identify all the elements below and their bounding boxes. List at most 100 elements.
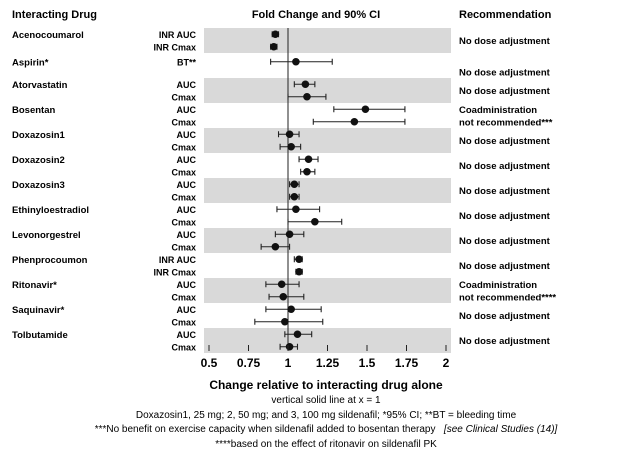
row-band [204, 28, 451, 53]
recommendation-label: not recommended**** [459, 292, 556, 303]
point-estimate [303, 167, 311, 176]
x-tick-label: 2 [443, 356, 450, 370]
x-tick-label: 0.75 [237, 356, 261, 370]
footnote-bosentan-text: ***No benefit on exercise capacity when … [95, 424, 436, 435]
plot-marks [254, 30, 406, 351]
parameter-label: BT** [177, 57, 196, 67]
parameter-label: Cmax [171, 242, 196, 252]
drug-label: Bosentan [12, 105, 55, 116]
parameter-label: Cmax [171, 117, 196, 127]
point-estimate [293, 330, 302, 339]
x-tick-label: 0.5 [201, 356, 218, 370]
point-estimate [311, 217, 319, 226]
point-estimate [292, 57, 300, 66]
row-band [204, 128, 451, 153]
point-estimate [285, 342, 294, 351]
parameter-label: Cmax [171, 317, 196, 327]
point-estimate [350, 117, 359, 126]
recommendation-label: Coadministration [459, 280, 537, 291]
parameter-label: Cmax [171, 92, 196, 102]
drug-label: Ritonavir* [12, 280, 57, 291]
recommendation-label: No dose adjustment [459, 161, 551, 172]
plot-title: Fold Change and 90% CI [252, 9, 380, 21]
parameter-label: Cmax [171, 167, 196, 177]
row-band [204, 178, 451, 203]
row-band [204, 228, 451, 253]
point-estimate [304, 155, 313, 164]
drug-label: Levonorgestrel [12, 230, 81, 241]
recommendation-label: Coadministration [459, 105, 537, 116]
recommendation-label: not recommended*** [459, 117, 553, 128]
drug-label: Saquinavir* [12, 305, 65, 316]
x-tick-label: 1.75 [395, 356, 419, 370]
parameter-label: AUC [177, 305, 197, 315]
parameter-label: AUC [177, 205, 197, 215]
drug-label: Ethinyloestradiol [12, 205, 89, 216]
recommendation-label: No dose adjustment [459, 311, 551, 322]
footnote-doxazosin: Doxazosin1, 25 mg; 2, 50 mg; and 3, 100 … [136, 410, 517, 421]
footnote-ritonavir: ****based on the effect of ritonavir on … [215, 439, 437, 450]
x-tick-label: 1.25 [316, 356, 340, 370]
recommendation-label: No dose adjustment [459, 186, 551, 197]
footnote-bosentan: ***No benefit on exercise capacity when … [95, 419, 558, 436]
parameter-label: Cmax [171, 217, 196, 227]
drug-label: Tolbutamide [12, 330, 68, 341]
recommendation-label: No dose adjustment [459, 236, 551, 247]
recommendation-label: No dose adjustment [459, 67, 551, 78]
recommendation-label: No dose adjustment [459, 261, 551, 272]
parameter-label: AUC [177, 105, 197, 115]
parameter-label: Cmax [171, 142, 196, 152]
header-recommendation: Recommendation [459, 9, 552, 21]
footnote-reference-line: vertical solid line at x = 1 [271, 395, 381, 406]
parameter-label: AUC [177, 280, 197, 290]
point-estimate [271, 242, 280, 251]
point-estimate [290, 180, 299, 189]
x-axis-ticks: 0.5 0.75 1 1.25 1.5 1.75 2 [201, 345, 450, 370]
drug-label: Doxazosin3 [12, 180, 65, 191]
row-labels: Acenocoumarol No dose adjustment INR AUC IN… [12, 30, 556, 353]
drug-label: Doxazosin2 [12, 155, 65, 166]
parameter-label: INR AUC [159, 30, 197, 40]
row-band [204, 278, 451, 303]
parameter-label: Cmax [171, 292, 196, 302]
row-band [204, 78, 451, 103]
parameter-label: INR Cmax [153, 267, 196, 277]
point-estimate [295, 255, 303, 264]
point-estimate [279, 292, 288, 301]
recommendation-label: No dose adjustment [459, 136, 551, 147]
point-estimate [287, 142, 295, 151]
x-axis-label: Change relative to interacting drug alon… [209, 378, 443, 392]
parameter-label: Cmax [171, 192, 196, 202]
parameter-label: AUC [177, 230, 197, 240]
drug-label: Phenprocoumon [12, 255, 88, 266]
point-estimate [292, 205, 300, 214]
drug-label: Aspirin* [12, 57, 49, 68]
point-estimate [269, 42, 278, 51]
point-estimate [281, 317, 289, 326]
x-tick-label: 1 [285, 356, 292, 370]
drug-label: Doxazosin1 [12, 130, 66, 141]
drug-label: Acenocoumarol [12, 30, 84, 41]
recommendation-label: No dose adjustment [459, 86, 551, 97]
header-interacting-drug: Interacting Drug [12, 9, 97, 21]
point-estimate [271, 30, 280, 39]
parameter-label: INR Cmax [153, 42, 196, 52]
point-estimate [290, 192, 299, 201]
recommendation-label: No dose adjustment [459, 336, 551, 347]
point-estimate [301, 80, 310, 89]
point-estimate [303, 92, 311, 101]
footnote-clinical-studies: [see Clinical Studies (14)] [443, 424, 558, 435]
point-estimate [285, 230, 294, 239]
point-estimate [285, 130, 294, 139]
parameter-label: AUC [177, 130, 197, 140]
point-estimate [295, 267, 303, 276]
parameter-label: AUC [177, 155, 197, 165]
drug-label: Atorvastatin [12, 80, 68, 91]
row-bands [204, 28, 451, 353]
parameter-label: AUC [177, 180, 197, 190]
x-tick-label: 1.5 [359, 356, 376, 370]
parameter-label: INR AUC [159, 255, 197, 265]
parameter-label: AUC [177, 80, 197, 90]
point-estimate [361, 105, 370, 114]
